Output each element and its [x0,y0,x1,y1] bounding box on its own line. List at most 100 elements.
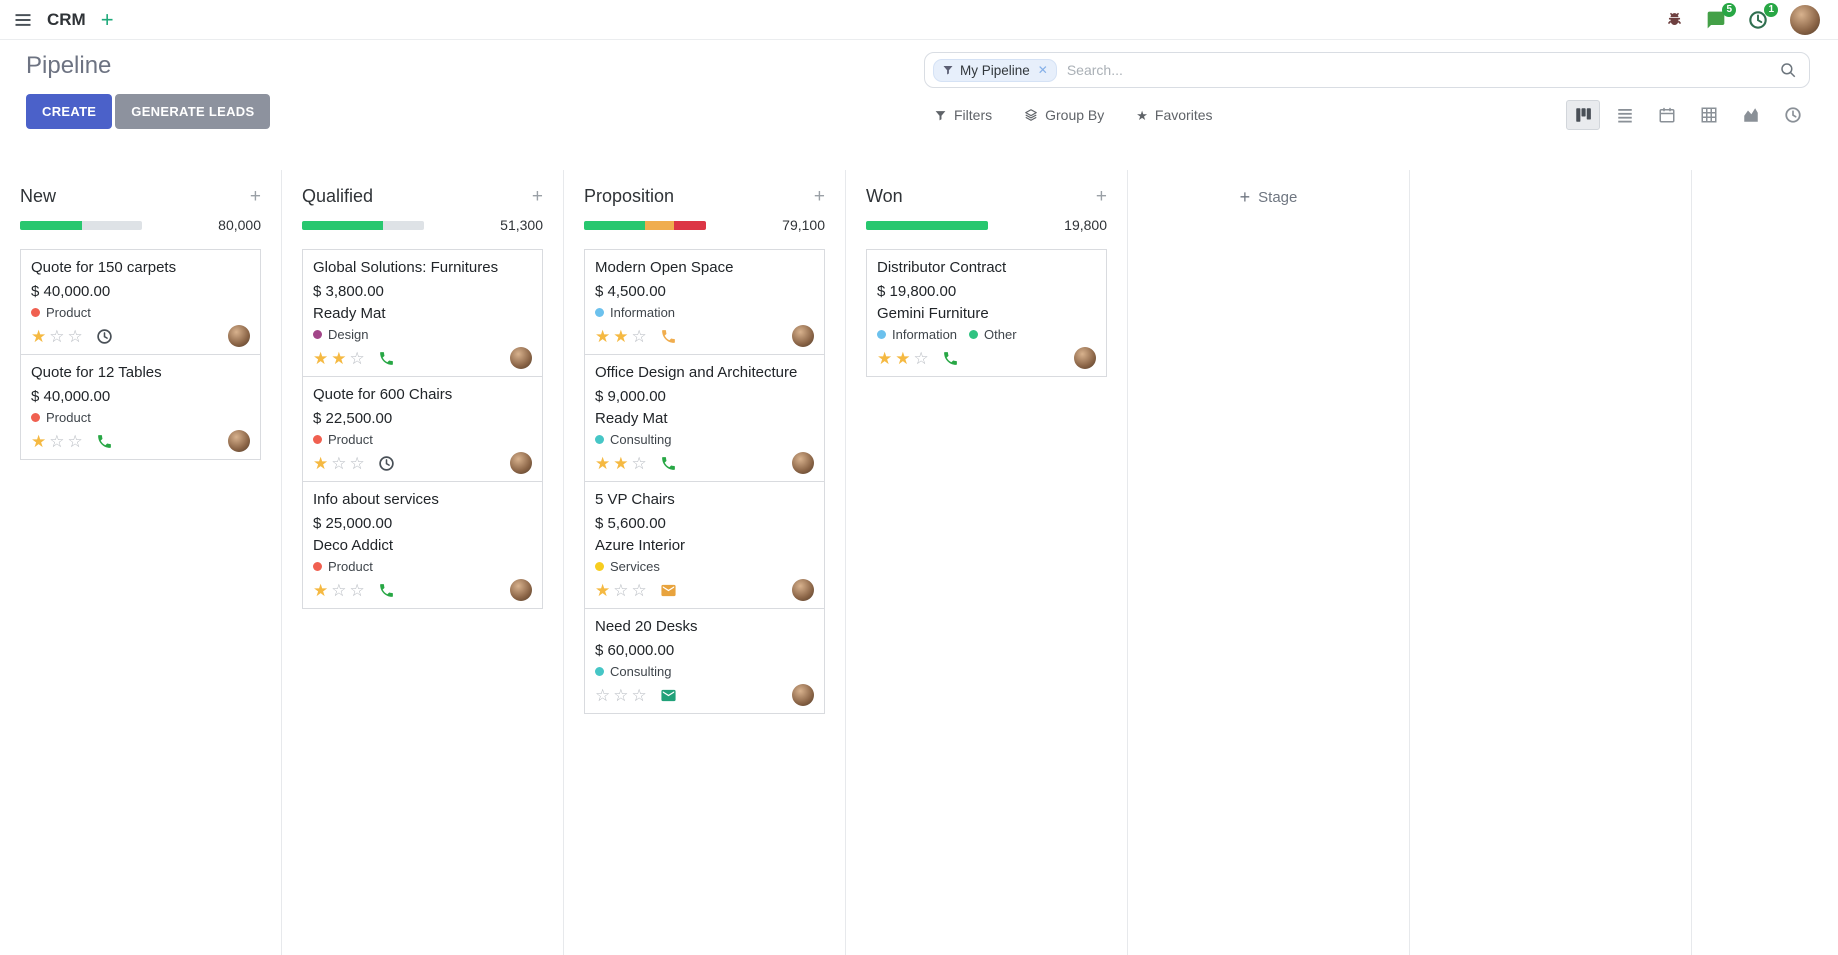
progress-segment[interactable] [866,220,988,230]
priority-star[interactable]: ★ [31,326,47,346]
priority-star[interactable]: ★ [595,326,611,346]
view-pivot-icon[interactable] [1692,100,1726,130]
priority-star[interactable]: ☆ [349,453,365,473]
priority-star[interactable]: ☆ [349,580,365,600]
column-title[interactable]: New [20,186,57,206]
view-kanban-icon[interactable] [1566,100,1600,130]
priority-star[interactable]: ☆ [49,431,65,451]
priority-star[interactable]: ☆ [631,453,647,473]
view-graph-icon[interactable] [1734,100,1768,130]
priority-star[interactable]: ☆ [613,685,629,705]
priority-star[interactable]: ☆ [631,580,647,600]
priority-star[interactable]: ★ [613,326,629,346]
progress-segment[interactable] [584,220,645,230]
kanban-card[interactable]: Need 20 Desks $ 60,000.00 Consulting ☆ ☆ ☆ [584,608,825,714]
avatar[interactable] [510,347,532,369]
activity-envelope-icon[interactable] [660,687,677,704]
priority-star[interactable]: ★ [331,348,347,368]
generate-leads-button[interactable]: GENERATE LEADS [115,94,271,129]
activity-phone-icon[interactable] [378,350,395,367]
filters-menu[interactable]: Filters [934,107,992,123]
view-calendar-icon[interactable] [1650,100,1684,130]
priority-star[interactable]: ☆ [67,326,83,346]
column-title[interactable]: Proposition [584,186,675,206]
priority-star[interactable]: ☆ [349,348,365,368]
priority-star[interactable]: ★ [313,453,329,473]
activities-icon[interactable]: 1 [1748,2,1778,30]
avatar[interactable] [510,579,532,601]
avatar[interactable] [510,452,532,474]
column-progressbar[interactable] [584,220,706,230]
kanban-card[interactable]: Distributor Contract $ 19,800.00 Gemini … [866,249,1107,377]
priority-star[interactable]: ☆ [595,685,611,705]
facet-remove-icon[interactable]: ✕ [1037,63,1048,77]
priority-star[interactable]: ☆ [49,326,65,346]
kanban-card[interactable]: Office Design and Architecture $ 9,000.0… [584,354,825,482]
priority-star[interactable]: ★ [313,348,329,368]
search-icon[interactable] [1779,61,1797,79]
activity-phone-icon[interactable] [942,350,959,367]
column-progressbar[interactable] [20,220,142,230]
progress-segment[interactable] [674,220,706,230]
activity-phone-icon[interactable] [378,582,395,599]
column-title[interactable]: Qualified [302,186,374,206]
add-record-icon[interactable]: + [1095,186,1107,207]
view-list-icon[interactable] [1608,100,1642,130]
avatar[interactable] [792,579,814,601]
priority-star[interactable]: ★ [31,431,47,451]
activity-phone-icon[interactable] [660,328,677,345]
search-bar[interactable]: My Pipeline ✕ [924,52,1810,88]
messages-icon[interactable]: 5 [1706,2,1736,30]
column-progressbar[interactable] [302,220,424,230]
group-by-menu[interactable]: Group By [1024,107,1104,123]
search-input[interactable] [1066,62,1779,78]
kanban-card[interactable]: Modern Open Space $ 4,500.00 Information… [584,249,825,355]
activity-phone-icon[interactable] [660,455,677,472]
debug-bug-icon[interactable] [1665,10,1684,29]
progress-segment[interactable] [302,220,383,230]
avatar[interactable] [228,325,250,347]
quick-add-icon[interactable]: + [100,6,114,32]
kanban-card[interactable]: Quote for 150 carpets $ 40,000.00 Produc… [20,249,261,355]
priority-star[interactable]: ★ [895,348,911,368]
search-facet[interactable]: My Pipeline ✕ [933,58,1057,82]
activity-phone-icon[interactable] [96,433,113,450]
priority-star[interactable]: ☆ [913,348,929,368]
user-avatar[interactable] [1790,4,1820,35]
progress-segment[interactable] [20,220,83,230]
kanban-card[interactable]: Quote for 600 Chairs $ 22,500.00 Product… [302,376,543,482]
priority-star[interactable]: ☆ [613,580,629,600]
priority-star[interactable]: ★ [313,580,329,600]
favorites-menu[interactable]: ★ Favorites [1136,107,1212,123]
activity-envelope-icon[interactable] [660,582,677,599]
column-title[interactable]: Won [866,186,903,206]
add-stage-button[interactable]: + Stage [1148,188,1389,206]
priority-star[interactable]: ☆ [67,431,83,451]
priority-star[interactable]: ☆ [631,326,647,346]
kanban-card[interactable]: Global Solutions: Furnitures $ 3,800.00 … [302,249,543,377]
avatar[interactable] [792,325,814,347]
progress-segment[interactable] [82,220,142,230]
activity-clock-icon[interactable] [96,328,113,345]
avatar[interactable] [792,452,814,474]
create-button[interactable]: CREATE [26,94,113,129]
avatar[interactable] [792,684,814,706]
app-name[interactable]: CRM [47,9,86,29]
avatar[interactable] [228,430,250,452]
apps-menu-icon[interactable] [14,11,32,29]
priority-star[interactable]: ☆ [331,580,347,600]
add-record-icon[interactable]: + [249,186,261,207]
column-progressbar[interactable] [866,220,988,230]
priority-star[interactable]: ☆ [631,685,647,705]
priority-star[interactable]: ★ [877,348,893,368]
progress-segment[interactable] [382,220,424,230]
add-record-icon[interactable]: + [531,186,543,207]
priority-star[interactable]: ☆ [331,453,347,473]
activity-clock-icon[interactable] [378,455,395,472]
kanban-card[interactable]: Quote for 12 Tables $ 40,000.00 Product … [20,354,261,460]
priority-star[interactable]: ★ [595,580,611,600]
priority-star[interactable]: ★ [595,453,611,473]
progress-segment[interactable] [645,220,675,230]
avatar[interactable] [1074,347,1096,369]
kanban-card[interactable]: Info about services $ 25,000.00 Deco Add… [302,481,543,609]
